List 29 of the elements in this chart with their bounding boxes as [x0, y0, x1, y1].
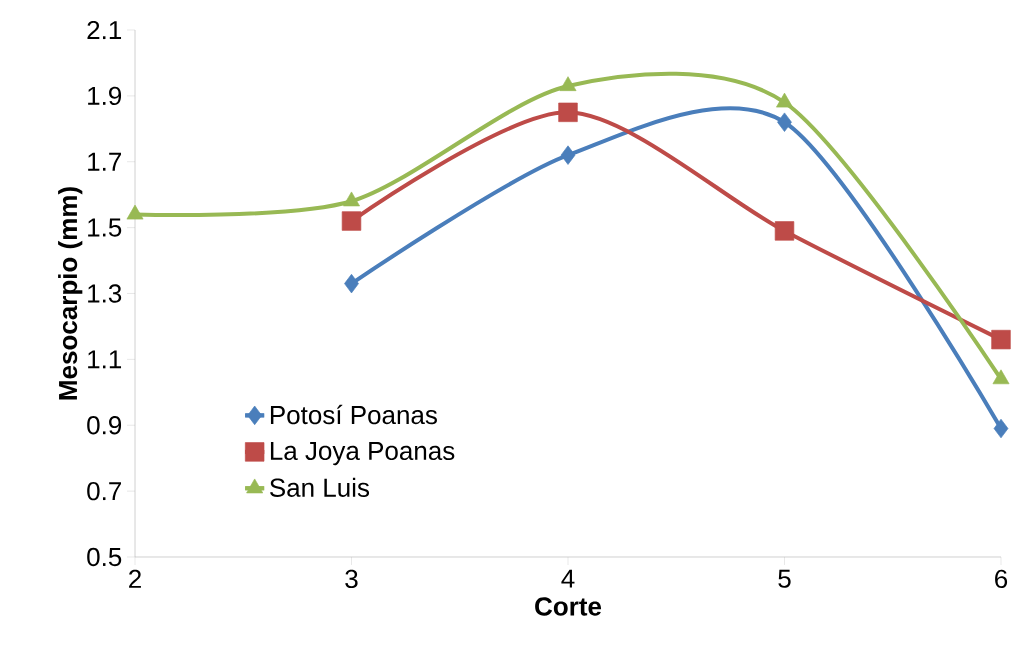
y-tick-label: 2.1 [87, 20, 122, 40]
x-tick-label: 4 [561, 569, 575, 588]
y-tick-label: 1.1 [88, 350, 122, 369]
point [344, 273, 359, 294]
y-tick-label: 1.5 [88, 218, 122, 237]
point [777, 112, 792, 132]
point [992, 369, 1010, 385]
x-tick-label: 6 [995, 569, 1008, 589]
y-tick-label: 0.5 [87, 547, 122, 567]
point [558, 102, 578, 123]
y-tick-label: 1.7 [88, 152, 121, 171]
legend-label: Potosí Poanas [270, 404, 437, 425]
legend-label: La Joya Poanas [270, 441, 455, 466]
x-tick-label: 2 [129, 569, 141, 588]
point [991, 329, 1011, 350]
x-axis-title: Corte [535, 597, 602, 616]
y-tick-label: 1.3 [88, 284, 122, 303]
y-tick-label: 0.9 [87, 416, 122, 435]
y-tick-label: 1.9 [88, 86, 122, 106]
point [560, 145, 576, 165]
point [993, 418, 1009, 439]
point [341, 211, 362, 231]
x-tick-label: 5 [778, 569, 791, 588]
x-tick-label: 3 [345, 569, 358, 589]
y-tick-label: 0.7 [87, 481, 121, 501]
point [343, 191, 360, 207]
legend-label: San Luis [270, 477, 370, 497]
point [774, 221, 795, 241]
y-axis-title: Mesocarpio (mm) [58, 187, 83, 400]
